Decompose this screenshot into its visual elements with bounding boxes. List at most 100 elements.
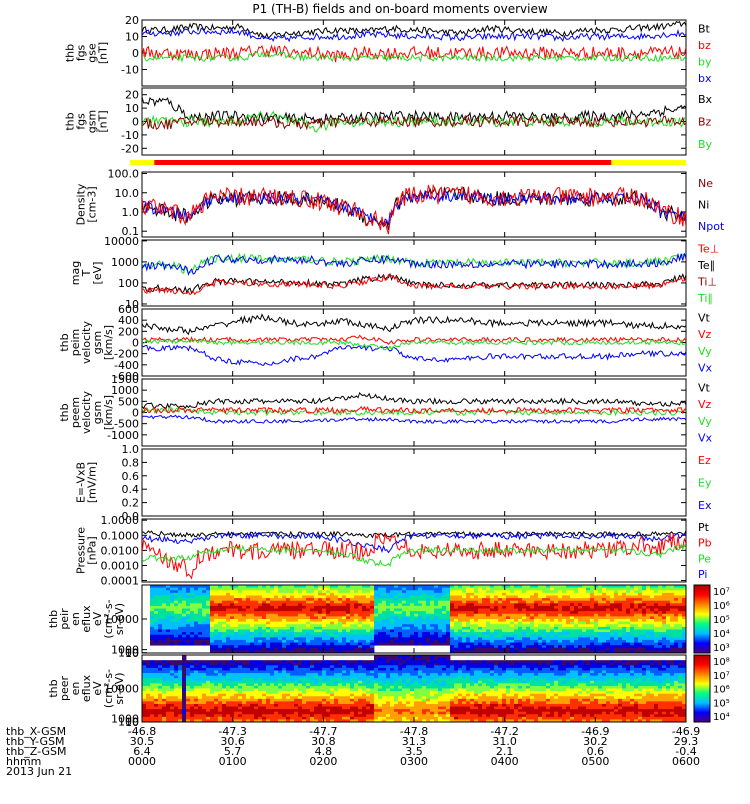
spectrogram-cell (458, 643, 462, 646)
spectrogram-cell (150, 627, 154, 630)
spectrogram-cell (646, 635, 650, 638)
spectrogram-cell (294, 681, 298, 684)
spectrogram-cell (646, 629, 650, 632)
spectrogram-cell (518, 637, 522, 640)
spectrogram-cell (678, 629, 682, 632)
spectrogram-cell (638, 606, 642, 609)
spectrogram-cell (226, 616, 230, 619)
spectrogram-cell (270, 603, 274, 606)
spectrogram-cell (570, 616, 574, 619)
spectrogram-cell (170, 689, 174, 692)
panel-frame (142, 449, 686, 516)
spectrogram-cell (346, 648, 350, 651)
spectrogram-cell (250, 614, 254, 617)
spectrogram-cell (514, 648, 518, 651)
spectrogram-cell (630, 624, 634, 627)
spectrogram-cell (386, 590, 390, 593)
spectrogram-cell (154, 707, 158, 710)
spectrogram-cell (610, 593, 614, 596)
spectrogram-cell (354, 598, 358, 601)
spectrogram-cell (162, 619, 166, 622)
spectrogram-cell (226, 601, 230, 604)
spectrogram-cell (486, 622, 490, 625)
legend-entry: Vt (698, 311, 711, 324)
spectrogram-cell (498, 614, 502, 617)
spectrogram-cell (270, 694, 274, 697)
spectrogram-cell (474, 609, 478, 612)
spectrogram-cell (546, 640, 550, 643)
spectrogram-cell (250, 678, 254, 681)
spectrogram-cell (578, 637, 582, 640)
spectrogram-cell (466, 614, 470, 617)
spectrogram-cell (218, 616, 222, 619)
spectrogram-cell (498, 593, 502, 596)
spectrogram-cell (230, 707, 234, 710)
spectrogram-cell (154, 694, 158, 697)
spectrogram-cell (518, 632, 522, 635)
spectrogram-cell (166, 606, 170, 609)
spectrogram-cell (590, 611, 594, 614)
spectrogram-cell (306, 593, 310, 596)
spectrogram-cell (182, 601, 186, 604)
spectrogram-cell (502, 645, 506, 648)
spectrogram-cell (654, 593, 658, 596)
spectrogram-cell (530, 606, 534, 609)
spectrogram-cell (442, 614, 446, 617)
spectrogram-cell (194, 593, 198, 596)
spectrogram-cell (610, 603, 614, 606)
spectrogram-cell (470, 593, 474, 596)
spectrogram-cell (394, 590, 398, 593)
spectrogram-cell (250, 694, 254, 697)
spectrogram-cell (454, 609, 458, 612)
spectrogram-cell (286, 660, 290, 663)
spectrogram-cell (202, 637, 206, 640)
spectrogram-cell (242, 670, 246, 673)
spectrogram-cell (326, 619, 330, 622)
spectrogram-cell (346, 643, 350, 646)
spectrogram-cell (242, 601, 246, 604)
spectrogram-cell (286, 601, 290, 604)
spectrogram-cell (606, 598, 610, 601)
spectrogram-cell (482, 606, 486, 609)
spectrogram-cell (658, 614, 662, 617)
spectrogram-cell (202, 660, 206, 663)
spectrogram-cell (150, 616, 154, 619)
spectrogram-cell (198, 603, 202, 606)
spectrogram-cell (502, 622, 506, 625)
spectrogram-cell (198, 709, 202, 712)
spectrogram-cell (466, 588, 470, 591)
legend-entry: Vz (698, 398, 712, 411)
spectrogram-cell (494, 614, 498, 617)
spectrogram-cell (354, 643, 358, 646)
spectrogram-cell (170, 712, 174, 715)
spectrogram-cell (314, 635, 318, 638)
spectrogram-cell (494, 632, 498, 635)
spectrogram-cell (646, 595, 650, 598)
spectrogram-cell (406, 603, 410, 606)
spectrogram-cell (442, 603, 446, 606)
spectrogram-cell (278, 645, 282, 648)
spectrogram-cell (230, 668, 234, 671)
spectrogram-cell (326, 588, 330, 591)
spectrogram-cell (406, 619, 410, 622)
legend-entry: Bt (698, 22, 711, 35)
spectrogram-cell (430, 632, 434, 635)
spectrogram-cell (146, 660, 150, 663)
spectrogram-cell (198, 622, 202, 625)
spectrogram-cell (238, 643, 242, 646)
spectrogram-cell (322, 717, 326, 720)
spectrogram-cell (310, 601, 314, 604)
spectrogram-cell (262, 601, 266, 604)
spectrogram-cell (194, 609, 198, 612)
spectrogram-cell (582, 624, 586, 627)
spectrogram-cell (166, 689, 170, 692)
spectrogram-cell (650, 619, 654, 622)
spectrogram-cell (546, 645, 550, 648)
spectrogram-cell (182, 717, 186, 720)
spectrogram-cell (358, 619, 362, 622)
spectrogram-cell (426, 637, 430, 640)
spectrogram-cell (274, 717, 278, 720)
spectrogram-cell (446, 606, 450, 609)
spectrogram-cell (594, 601, 598, 604)
spectrogram-cell (182, 622, 186, 625)
